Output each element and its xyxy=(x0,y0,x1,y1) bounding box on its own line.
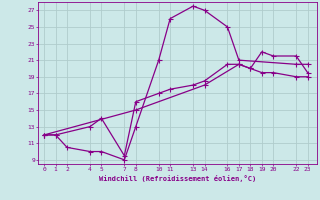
X-axis label: Windchill (Refroidissement éolien,°C): Windchill (Refroidissement éolien,°C) xyxy=(99,175,256,182)
